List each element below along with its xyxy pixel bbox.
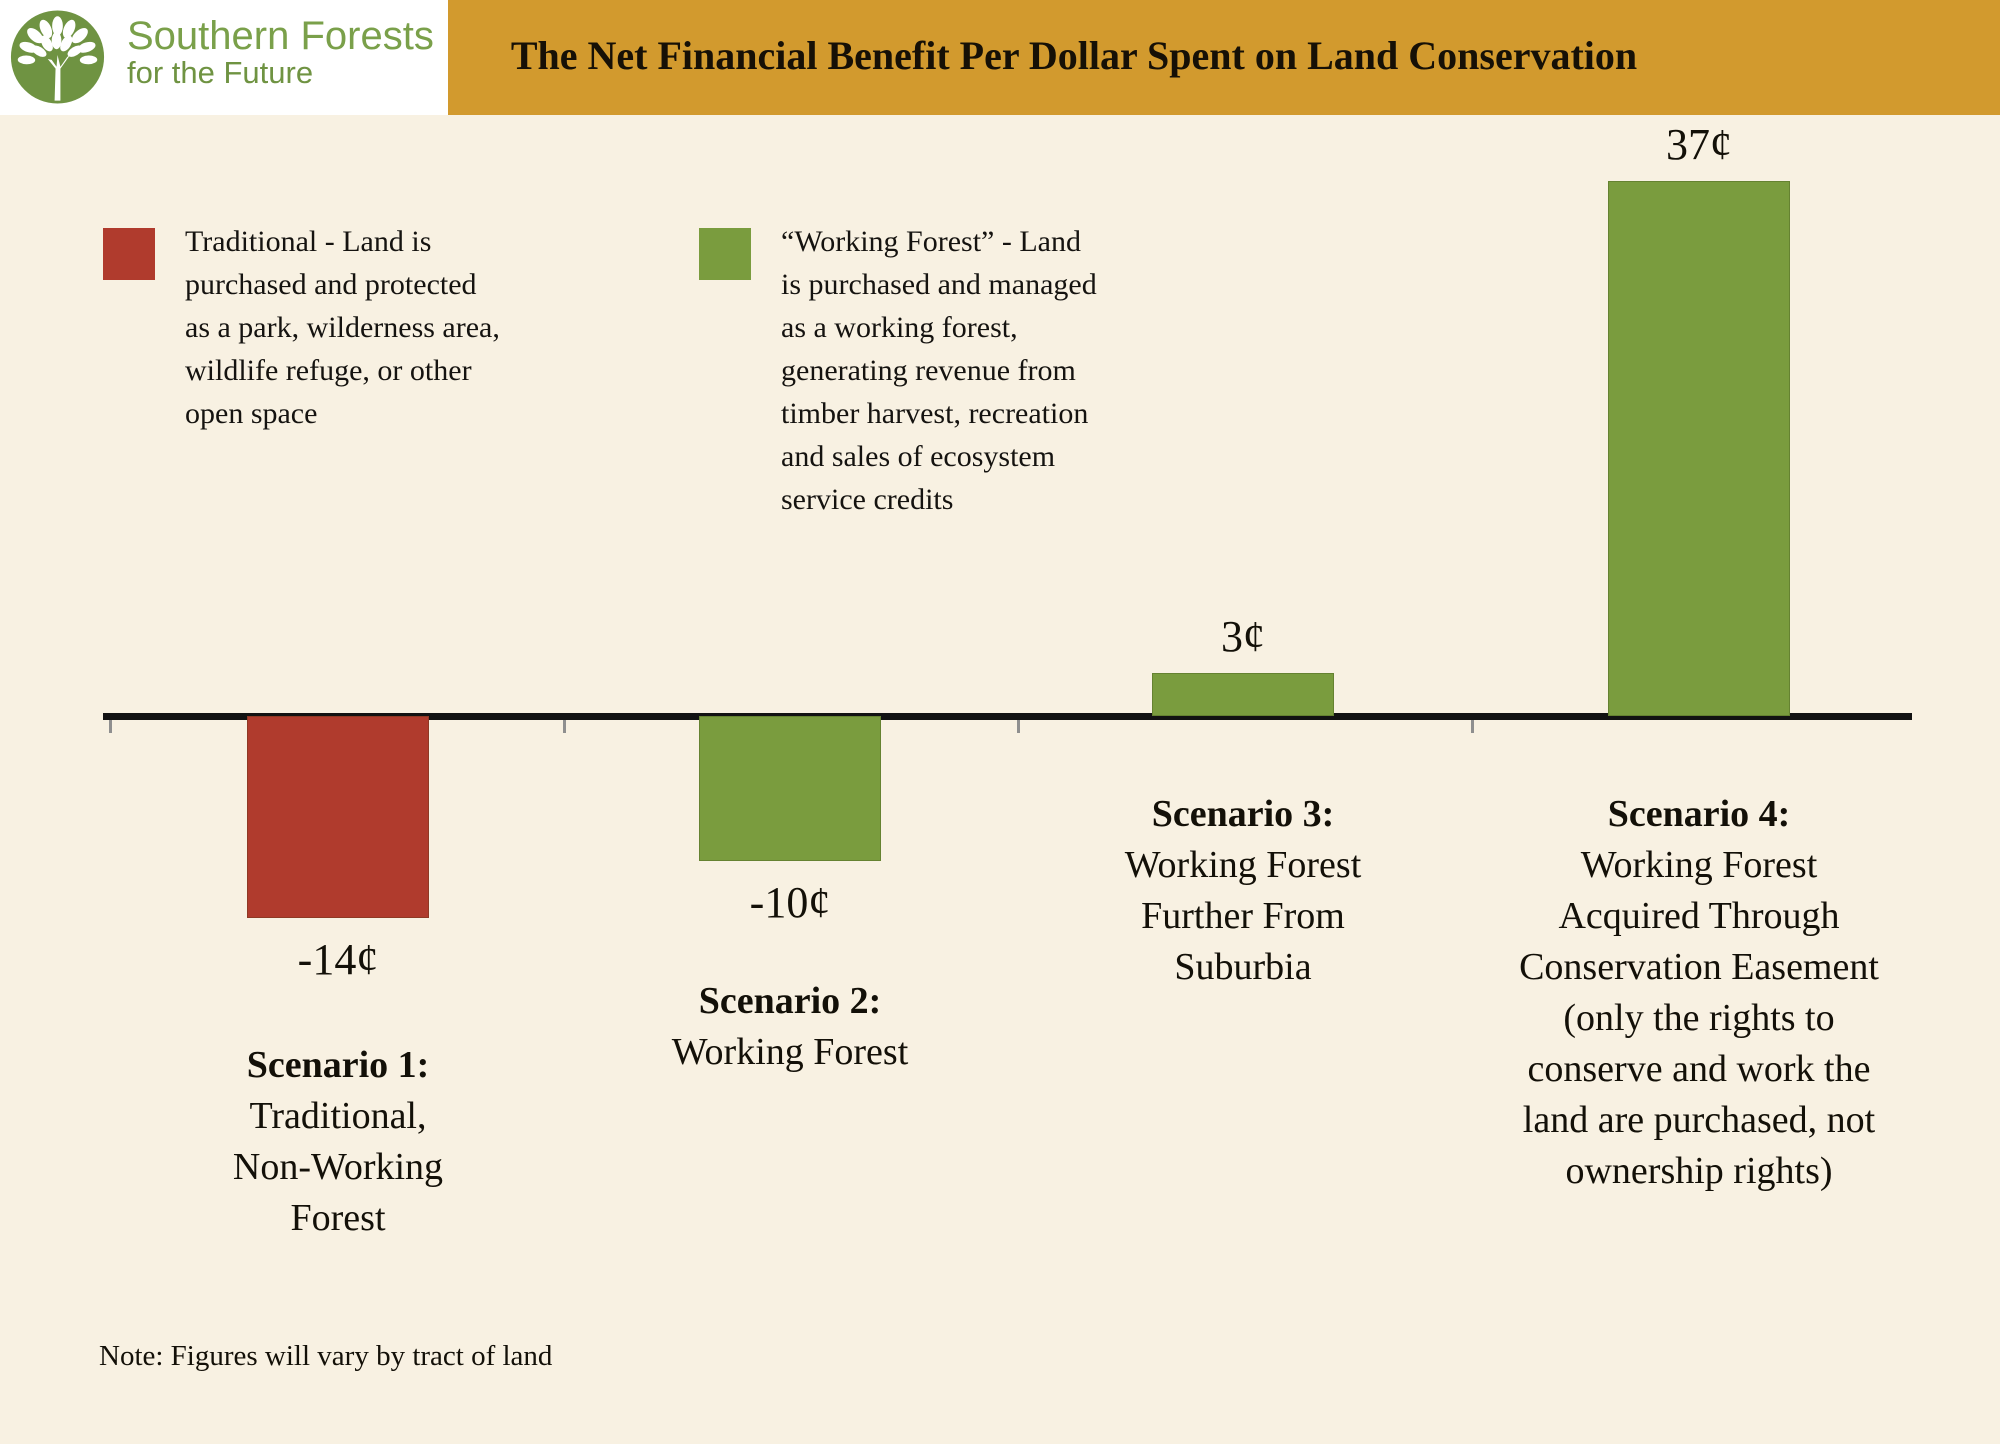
bar-scenario-1	[247, 716, 429, 918]
scenario-description: Working Forest Acquired Through Conserva…	[1519, 844, 1879, 1192]
scenario-description: Working Forest Further From Suburbia	[1124, 844, 1362, 988]
bar-group-scenario-1: -14¢ Scenario 1: Traditional, Non-Workin…	[108, 0, 568, 1444]
legend-item-traditional: Traditional - Land is purchased and prot…	[103, 225, 500, 435]
value-label-scenario-2: -10¢	[749, 878, 831, 927]
scenario-name: Scenario 3:	[1151, 793, 1335, 835]
bar-group-scenario-3: 3¢ Scenario 3: Working Forest Further Fr…	[1013, 0, 1473, 1444]
legend-item-working-forest: “Working Forest” - Land is purchased and…	[699, 225, 1097, 521]
category-label-scenario-2: Scenario 2: Working Forest	[560, 976, 1020, 1078]
category-label-scenario-1: Scenario 1: Traditional, Non-Working For…	[108, 1040, 568, 1244]
bar-scenario-2	[699, 716, 881, 861]
scenario-description: Traditional, Non-Working Forest	[232, 1095, 444, 1239]
axis-tick	[109, 720, 112, 733]
page-title: The Net Financial Benefit Per Dollar Spe…	[510, 33, 1638, 78]
value-label-scenario-3: 3¢	[1221, 612, 1265, 661]
value-label-scenario-4: 37¢	[1666, 120, 1732, 169]
value-label-scenario-1: -14¢	[297, 935, 379, 984]
logo: Southern Forests for the Future	[0, 0, 448, 115]
scenario-name: Scenario 4:	[1607, 793, 1791, 835]
logo-title: Southern Forests	[127, 14, 434, 58]
scenario-description: Working Forest	[671, 1031, 909, 1073]
legend-label-working-forest: “Working Forest” - Land is purchased and…	[781, 225, 1097, 516]
bar-scenario-4	[1608, 181, 1790, 716]
bar-scenario-3	[1152, 673, 1334, 716]
logo-subtitle: for the Future	[127, 55, 314, 90]
axis-tick	[1471, 720, 1474, 733]
scenario-name: Scenario 2:	[698, 980, 882, 1022]
tree-logo-icon	[10, 10, 105, 104]
axis-tick	[1017, 720, 1020, 733]
x-axis-line	[103, 713, 1912, 720]
axis-tick	[563, 720, 566, 733]
logo-text: Southern Forests for the Future	[127, 14, 434, 90]
category-label-scenario-3: Scenario 3: Working Forest Further From …	[1013, 789, 1473, 993]
title-bar: The Net Financial Benefit Per Dollar Spe…	[448, 0, 2000, 115]
scenario-name: Scenario 1:	[246, 1044, 430, 1086]
category-label-scenario-4: Scenario 4: Working Forest Acquired Thro…	[1469, 789, 1929, 1197]
bar-group-scenario-2: -10¢ Scenario 2: Working Forest	[560, 0, 1020, 1444]
legend-label-traditional: Traditional - Land is purchased and prot…	[185, 225, 500, 430]
bar-group-scenario-4: 37¢ Scenario 4: Working Forest Acquired …	[1469, 0, 1929, 1444]
footnote: Note: Figures will vary by tract of land	[99, 1340, 553, 1372]
legend-swatch-traditional-red	[103, 228, 155, 280]
header: Southern Forests for the Future The Net …	[0, 0, 2000, 115]
legend-swatch-working-forest-green	[699, 228, 751, 280]
